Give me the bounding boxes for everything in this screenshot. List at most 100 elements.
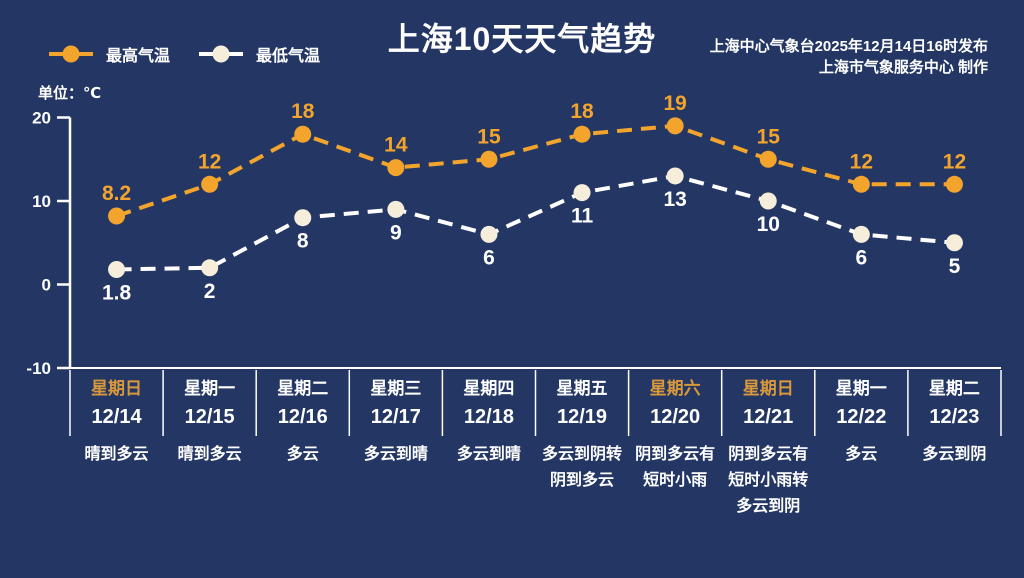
day-column: 星期日 12/21 阴到多云有短时小雨转多云到阴: [722, 374, 815, 520]
high-temp-legend-marker-icon: [49, 45, 93, 63]
high-temp-value-label: 19: [663, 92, 686, 115]
legend-label-low: 最低气温: [256, 48, 321, 65]
high-temp-value-label: 18: [291, 100, 315, 123]
day-table: 星期日 12/14 晴到多云 星期一 12/15 晴到多云 星期二 12/16 多云 星期三 12/…: [70, 374, 1001, 520]
high-temp-value-label: 15: [757, 125, 781, 148]
low-temp-value-label: 11: [571, 205, 594, 228]
low-temp-value-label: 13: [663, 188, 686, 211]
date-label: 12/18: [463, 406, 514, 428]
y-tick-label: 0: [42, 276, 51, 295]
high-temp-marker: [666, 117, 684, 135]
high-temp-value-label: 8.2: [102, 182, 131, 205]
low-temp-value-label: 8: [297, 230, 309, 253]
high-temp-marker: [294, 125, 312, 143]
day-column: 星期二 12/16 多云: [256, 374, 349, 520]
weekday-label: 星期一: [835, 379, 887, 398]
weekday-label: 星期日: [91, 379, 143, 398]
source-line-2: 上海市气象服务中心 制作: [818, 59, 988, 76]
source-attribution: 上海中心气象台2025年12月14日16时发布 上海市气象服务中心 制作: [710, 36, 988, 78]
high-temp-marker: [945, 175, 963, 193]
low-temp-marker: [294, 209, 312, 227]
condition-label: 晴到多云: [177, 446, 242, 463]
low-temp-marker: [945, 234, 963, 252]
date-label: 12/19: [556, 406, 608, 428]
high-temp-value-label: 15: [477, 125, 501, 148]
high-temp-marker: [852, 175, 870, 193]
day-column: 星期二 12/23 多云到阴: [908, 374, 1001, 520]
high-temp-value-label: 12: [850, 150, 873, 173]
low-temp-value-label: 6: [483, 246, 495, 269]
date-label: 12/16: [277, 406, 328, 428]
date-label: 12/15: [184, 406, 235, 428]
weekday-label: 星期一: [184, 379, 236, 398]
condition-label: 阴到多云有短时小雨: [635, 446, 716, 489]
date-label: 12/14: [91, 406, 142, 428]
high-temp-value-label: 14: [384, 134, 408, 157]
low-temp-marker: [573, 184, 591, 202]
weekday-label: 星期二: [277, 379, 329, 398]
condition-label: 多云: [845, 446, 878, 463]
day-column: 星期一 12/22 多云: [815, 374, 908, 520]
day-column: 星期日 12/14 晴到多云: [70, 374, 163, 520]
weekday-label: 星期四: [463, 379, 515, 398]
condition-label: 多云到阴: [922, 446, 987, 463]
low-temp-legend-marker-icon: [199, 45, 244, 63]
legend-item-high: 最高气温: [48, 42, 170, 66]
low-temp-marker: [666, 167, 684, 185]
high-temp-marker: [759, 150, 777, 168]
low-temp-value-label: 2: [204, 280, 216, 303]
low-temp-marker: [201, 259, 219, 277]
y-tick-label: 20: [32, 109, 51, 128]
source-line-1: 上海中心气象台2025年12月14日16时发布: [709, 38, 988, 55]
high-temp-value-label: 18: [570, 100, 594, 123]
high-temp-marker: [480, 150, 498, 168]
y-tick-label: 10: [32, 192, 51, 211]
weekday-label: 星期二: [928, 379, 980, 398]
legend-item-low: 最低气温: [198, 42, 320, 66]
high-temp-marker: [387, 159, 405, 177]
condition-label: 晴到多云: [84, 446, 149, 463]
condition-label: 多云到晴: [456, 446, 521, 463]
weekday-label: 星期日: [742, 379, 794, 398]
high-temp-marker: [201, 175, 219, 193]
chart-legend: 最高气温 最低气温: [48, 42, 320, 66]
low-temp-marker: [387, 200, 405, 218]
high-temp-line: [115, 123, 955, 218]
date-label: 12/20: [650, 406, 701, 428]
low-temp-marker: [480, 225, 498, 243]
low-temp-value-label: 9: [390, 221, 402, 244]
day-column: 星期六 12/20 阴到多云有短时小雨: [629, 374, 722, 520]
condition-label: 多云到阴转阴到多云: [542, 446, 623, 489]
condition-label: 阴到多云有短时小雨转多云到阴: [728, 446, 809, 515]
date-label: 12/21: [743, 406, 794, 428]
high-temp-marker: [108, 207, 126, 225]
weekday-label: 星期三: [370, 379, 422, 398]
day-column: 星期一 12/15 晴到多云: [163, 374, 256, 520]
weekday-label: 星期五: [556, 379, 608, 398]
day-column: 星期四 12/18 多云到晴: [442, 374, 535, 520]
high-temp-marker: [573, 125, 591, 143]
unit-label: 单位：℃: [38, 85, 102, 102]
condition-label: 多云到晴: [363, 446, 428, 463]
low-temp-value-label: 10: [757, 213, 780, 236]
legend-label-high: 最高气温: [106, 48, 171, 65]
low-temp-value-label: 5: [949, 255, 961, 278]
low-temp-value-label: 1.8: [102, 281, 132, 304]
date-label: 12/23: [929, 406, 980, 428]
weekday-label: 星期六: [649, 379, 701, 398]
day-column: 星期三 12/17 多云到晴: [349, 374, 442, 520]
high-temp-value-label: 12: [943, 150, 966, 173]
low-temp-line: [116, 173, 955, 272]
high-temp-value-label: 12: [198, 150, 221, 173]
date-label: 12/17: [370, 406, 421, 428]
low-temp-marker: [852, 225, 870, 243]
y-tick-label: -10: [26, 359, 51, 378]
condition-label: 多云: [286, 446, 319, 463]
page-title: 上海10天天气趋势: [387, 21, 657, 57]
low-temp-value-label: 6: [856, 246, 868, 269]
low-temp-marker: [108, 260, 126, 278]
day-column: 星期五 12/19 多云到阴转阴到多云: [535, 374, 628, 520]
low-temp-marker: [759, 192, 777, 210]
